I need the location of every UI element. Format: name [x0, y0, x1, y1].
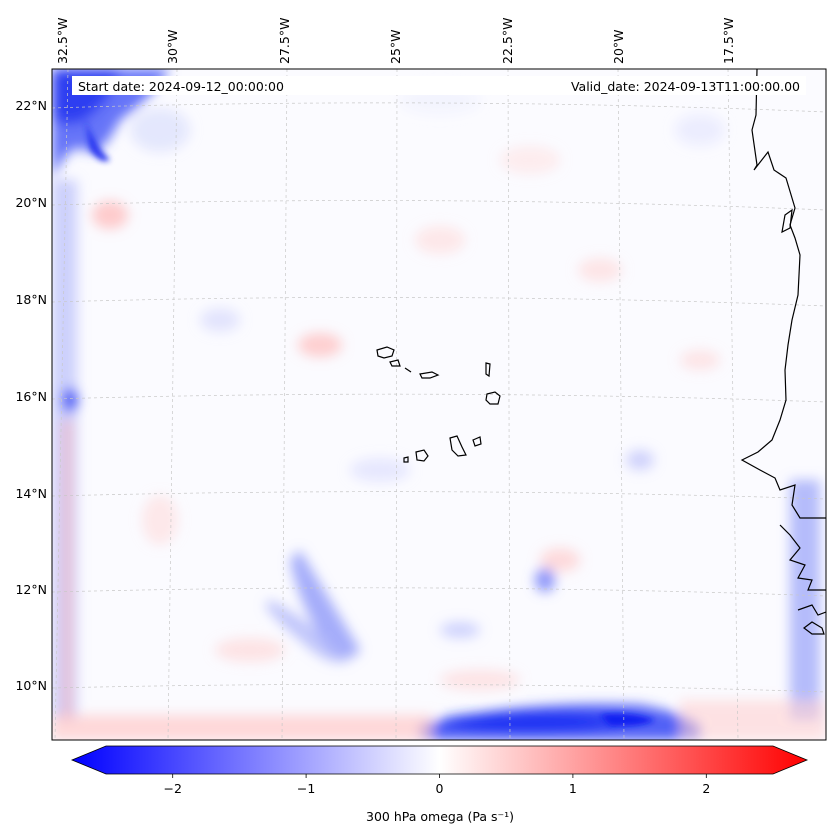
guinea-bissau-coastline [779, 524, 826, 591]
island-sal [485, 362, 491, 378]
latitude-labels: 22°N 20°N 18°N 16°N 14°N 12°N 10°N [15, 98, 47, 693]
island-santo-antao [376, 346, 395, 359]
lat-label: 20°N [15, 195, 47, 210]
cape-verde-islands [376, 346, 501, 463]
guinea-coastline [797, 604, 826, 616]
omega-field [52, 69, 826, 740]
island-sao-vicente [389, 359, 401, 367]
longitude-labels: 32.5°W 30°W 27.5°W 25°W 22.5°W 20°W 17.5… [55, 18, 736, 64]
lat-label: 22°N [15, 98, 47, 113]
valid-date-label: Valid_date: 2024-09-13T11:00:00.00 [571, 79, 800, 94]
map-frame [51, 68, 827, 741]
graticule [52, 69, 826, 740]
lon-label: 27.5°W [277, 18, 292, 64]
island-santa-luzia [404, 367, 412, 373]
lat-label: 10°N [15, 678, 47, 693]
lat-label: 18°N [15, 292, 47, 307]
lat-label: 14°N [15, 486, 47, 501]
colorbar-tick-label: 2 [702, 781, 710, 796]
colorbar-tick-label: −2 [163, 781, 181, 796]
coastlines [740, 69, 826, 635]
island-maio [472, 436, 482, 447]
lat-label: 12°N [15, 582, 47, 597]
lon-label: 22.5°W [500, 18, 515, 64]
bijagos-islands [803, 621, 825, 635]
header-box [72, 76, 806, 95]
island-sao-nicolau [419, 371, 440, 379]
island-boa-vista [485, 391, 501, 405]
coastal-islet [781, 208, 793, 234]
colorbar-tick-label: 0 [436, 781, 444, 796]
colorbar-tick-label: 1 [569, 781, 577, 796]
island-fogo [415, 449, 429, 462]
colorbar: −2 −1 0 1 2 300 hPa omega (Pa s⁻¹) [70, 745, 809, 824]
west-africa-coastline [740, 69, 826, 519]
colorbar-label: 300 hPa omega (Pa s⁻¹) [366, 809, 514, 824]
start-date-label: Start date: 2024-09-12_00:00:00 [78, 79, 284, 94]
lon-label: 25°W [388, 29, 403, 64]
colorbar-tick-label: −1 [297, 781, 315, 796]
lon-label: 20°W [611, 29, 626, 64]
lon-label: 30°W [165, 29, 180, 64]
map-background [52, 69, 826, 740]
lat-label: 16°N [15, 389, 47, 404]
colorbar-bar [70, 745, 809, 775]
lon-label: 17.5°W [721, 18, 736, 64]
lon-label: 32.5°W [55, 18, 70, 64]
map-panel: Start date: 2024-09-12_00:00:00 Valid_da… [51, 68, 827, 741]
island-santiago [449, 435, 467, 457]
island-brava [403, 456, 409, 463]
colorbar-ticks: −2 −1 0 1 2 [163, 774, 710, 796]
